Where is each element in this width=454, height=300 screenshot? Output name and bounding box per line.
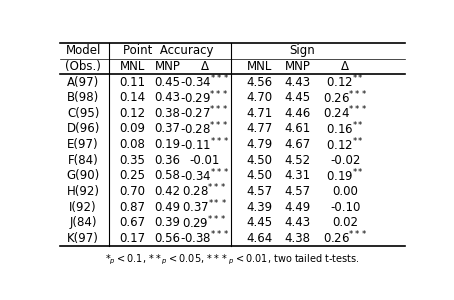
Text: -0.34$^{***}$: -0.34$^{***}$	[180, 167, 229, 184]
Text: $*_{p} < 0.1$, $**_{p} < 0.05$, $***_{p} < 0.01$, two tailed t-tests.: $*_{p} < 0.1$, $**_{p} < 0.05$, $***_{p}…	[105, 253, 360, 267]
Text: MNL: MNL	[120, 60, 145, 73]
Text: MNP: MNP	[155, 60, 181, 73]
Text: 4.50: 4.50	[246, 169, 272, 182]
Text: 4.50: 4.50	[246, 154, 272, 167]
Text: 0.24$^{***}$: 0.24$^{***}$	[323, 105, 368, 122]
Text: MNP: MNP	[285, 60, 311, 73]
Text: 4.45: 4.45	[285, 91, 311, 104]
Text: 0.16$^{**}$: 0.16$^{**}$	[326, 121, 364, 137]
Text: 4.57: 4.57	[246, 185, 272, 198]
Text: -0.38$^{***}$: -0.38$^{***}$	[180, 230, 229, 247]
Text: Sign: Sign	[289, 44, 315, 57]
Text: 0.08: 0.08	[119, 138, 145, 151]
Text: 0.36: 0.36	[154, 154, 181, 167]
Text: 4.77: 4.77	[246, 122, 272, 135]
Text: F(84): F(84)	[68, 154, 99, 167]
Text: 0.37: 0.37	[154, 122, 181, 135]
Text: 0.26$^{***}$: 0.26$^{***}$	[323, 89, 368, 106]
Text: 0.11: 0.11	[119, 76, 145, 88]
Text: $\Delta$: $\Delta$	[340, 60, 350, 73]
Text: 0.25: 0.25	[119, 169, 145, 182]
Text: 4.45: 4.45	[246, 216, 272, 229]
Text: 0.19: 0.19	[154, 138, 181, 151]
Text: 0.49: 0.49	[154, 201, 181, 214]
Text: MNL: MNL	[247, 60, 272, 73]
Text: D(96): D(96)	[66, 122, 100, 135]
Text: A(97): A(97)	[67, 76, 99, 88]
Text: I(92): I(92)	[69, 201, 97, 214]
Text: 4.70: 4.70	[246, 91, 272, 104]
Text: 4.57: 4.57	[285, 185, 311, 198]
Text: 0.39: 0.39	[154, 216, 181, 229]
Text: K(97): K(97)	[67, 232, 99, 245]
Text: 4.39: 4.39	[246, 201, 272, 214]
Text: -0.28$^{***}$: -0.28$^{***}$	[180, 121, 229, 137]
Text: 4.31: 4.31	[285, 169, 311, 182]
Text: 4.43: 4.43	[285, 76, 311, 88]
Text: 0.12$^{**}$: 0.12$^{**}$	[326, 74, 364, 90]
Text: 0.70: 0.70	[119, 185, 145, 198]
Text: 0.14: 0.14	[119, 91, 145, 104]
Text: J(84): J(84)	[69, 216, 97, 229]
Text: (Obs.): (Obs.)	[65, 60, 101, 73]
Text: 4.67: 4.67	[285, 138, 311, 151]
Text: 0.56: 0.56	[154, 232, 181, 245]
Text: Point  Accuracy: Point Accuracy	[123, 44, 214, 57]
Text: 0.02: 0.02	[332, 216, 358, 229]
Text: 4.52: 4.52	[285, 154, 311, 167]
Text: 0.26$^{***}$: 0.26$^{***}$	[323, 230, 368, 247]
Text: 0.09: 0.09	[119, 122, 145, 135]
Text: 0.42: 0.42	[154, 185, 181, 198]
Text: 0.58: 0.58	[155, 169, 181, 182]
Text: 0.37$^{***}$: 0.37$^{***}$	[182, 199, 227, 215]
Text: 4.56: 4.56	[246, 76, 272, 88]
Text: 0.43: 0.43	[154, 91, 181, 104]
Text: 0.29$^{***}$: 0.29$^{***}$	[183, 214, 227, 231]
Text: G(90): G(90)	[67, 169, 100, 182]
Text: 4.43: 4.43	[285, 216, 311, 229]
Text: 4.71: 4.71	[246, 107, 272, 120]
Text: 0.12: 0.12	[119, 107, 145, 120]
Text: E(97): E(97)	[67, 138, 99, 151]
Text: H(92): H(92)	[67, 185, 99, 198]
Text: 4.49: 4.49	[285, 201, 311, 214]
Text: 0.00: 0.00	[332, 185, 358, 198]
Text: -0.02: -0.02	[330, 154, 360, 167]
Text: -0.29$^{***}$: -0.29$^{***}$	[180, 89, 229, 106]
Text: Model: Model	[65, 44, 101, 57]
Text: -0.10: -0.10	[330, 201, 360, 214]
Text: 0.19$^{**}$: 0.19$^{**}$	[326, 167, 364, 184]
Text: 4.64: 4.64	[246, 232, 272, 245]
Text: 4.46: 4.46	[285, 107, 311, 120]
Text: B(98): B(98)	[67, 91, 99, 104]
Text: -0.01: -0.01	[189, 154, 220, 167]
Text: 0.38: 0.38	[155, 107, 181, 120]
Text: 4.79: 4.79	[246, 138, 272, 151]
Text: 0.87: 0.87	[119, 201, 145, 214]
Text: 0.28$^{***}$: 0.28$^{***}$	[182, 183, 227, 200]
Text: 0.12$^{**}$: 0.12$^{**}$	[326, 136, 364, 153]
Text: 4.38: 4.38	[285, 232, 311, 245]
Text: 0.17: 0.17	[119, 232, 145, 245]
Text: -0.34$^{***}$: -0.34$^{***}$	[180, 74, 229, 90]
Text: 0.45: 0.45	[154, 76, 181, 88]
Text: -0.27$^{***}$: -0.27$^{***}$	[180, 105, 229, 122]
Text: -0.11$^{***}$: -0.11$^{***}$	[180, 136, 229, 153]
Text: 0.67: 0.67	[119, 216, 145, 229]
Text: 0.35: 0.35	[119, 154, 145, 167]
Text: $\Delta$: $\Delta$	[200, 60, 209, 73]
Text: 4.61: 4.61	[285, 122, 311, 135]
Text: C(95): C(95)	[67, 107, 99, 120]
